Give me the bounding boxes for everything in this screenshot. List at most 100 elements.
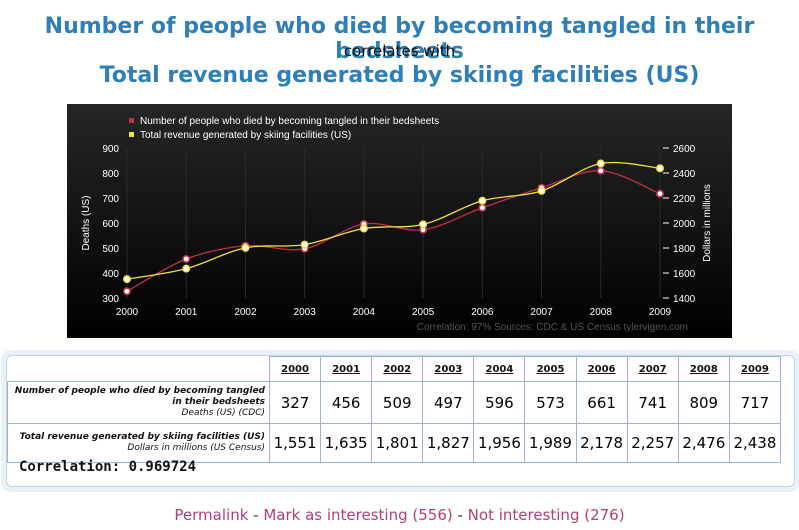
table-cell: 1,551 bbox=[268, 423, 322, 463]
not-interesting-link[interactable]: Not interesting (276) bbox=[467, 506, 625, 524]
y-right-tick-label: 1800 bbox=[673, 244, 696, 255]
table-header-row: 2000 2001 2002 2003 2004 2005 2006 2007 … bbox=[7, 356, 782, 382]
revenue-point bbox=[419, 220, 428, 229]
year-header: 2001 bbox=[320, 356, 373, 382]
x-tick-label: 2004 bbox=[353, 307, 376, 318]
y-left-tick-label: 500 bbox=[102, 244, 119, 255]
correlation-value: Correlation: 0.969724 bbox=[19, 459, 197, 475]
correlation-chart: 2000 2001 2002 2003 2004 2005 2006 2007 2008 2009… bbox=[67, 104, 732, 338]
row-label-revenue: Total revenue generated by skiing facili… bbox=[7, 423, 270, 463]
revenue-point bbox=[537, 186, 546, 195]
year-header: 2007 bbox=[626, 356, 679, 382]
table-cell: 1,989 bbox=[524, 423, 577, 463]
row-label-main: Number of people who died by becoming ta… bbox=[14, 386, 265, 407]
mark-interesting-link[interactable]: Mark as interesting (556) bbox=[263, 506, 453, 524]
chart-background bbox=[67, 104, 732, 338]
table-cell: 327 bbox=[268, 381, 322, 424]
x-tick-label: 2001 bbox=[175, 307, 198, 318]
table-cell: 1,635 bbox=[320, 423, 373, 463]
data-table-panel: 2000 2001 2002 2003 2004 2005 2006 2007 … bbox=[1, 350, 799, 492]
y-right-tick-label: 1600 bbox=[673, 269, 696, 280]
link-separator: - bbox=[248, 506, 264, 524]
table-cell: 809 bbox=[677, 381, 730, 424]
y-left-tick-label: 700 bbox=[102, 194, 119, 205]
table-cell: 573 bbox=[524, 381, 577, 424]
data-table: 2000 2001 2002 2003 2004 2005 2006 2007 … bbox=[7, 356, 782, 463]
legend-swatch-revenue bbox=[129, 132, 134, 137]
x-tick-label: 2003 bbox=[294, 307, 317, 318]
table-cell: 456 bbox=[320, 381, 373, 424]
x-tick-label: 2002 bbox=[234, 307, 257, 318]
table-cell: 2,476 bbox=[677, 423, 730, 463]
deaths-point bbox=[596, 166, 605, 175]
revenue-line bbox=[126, 161, 661, 280]
revenue-point bbox=[300, 240, 309, 249]
revenue-point bbox=[122, 275, 131, 284]
deaths-point bbox=[122, 287, 131, 296]
year-header: 2006 bbox=[575, 356, 628, 382]
y-right-tick-label: 2000 bbox=[673, 219, 696, 230]
revenue-point bbox=[596, 159, 605, 168]
y-left-tick-label: 900 bbox=[102, 144, 119, 155]
legend-swatch-deaths bbox=[129, 118, 134, 123]
revenue-point bbox=[478, 196, 487, 205]
year-header: 2003 bbox=[422, 356, 475, 382]
footer-links: Permalink - Mark as interesting (556) - … bbox=[0, 506, 799, 524]
revenue-point bbox=[182, 264, 191, 273]
x-tick-label: 2000 bbox=[116, 307, 139, 318]
year-header: 2002 bbox=[371, 356, 424, 382]
x-tick-label: 2007 bbox=[530, 307, 553, 318]
table-cell: 596 bbox=[473, 381, 526, 424]
y-right-tick-label: 1400 bbox=[673, 294, 696, 305]
deaths-point bbox=[182, 255, 191, 264]
revenue-point bbox=[359, 224, 368, 233]
table-cell: 661 bbox=[575, 381, 628, 424]
x-tick-label: 2009 bbox=[649, 307, 672, 318]
y-right-tick-label: 2200 bbox=[673, 194, 696, 205]
table-cell: 497 bbox=[422, 381, 475, 424]
primary-title: Number of people who died by becoming ta… bbox=[44, 14, 755, 64]
revenue-point bbox=[241, 243, 250, 252]
table-cell: 1,827 bbox=[422, 423, 475, 463]
y-left-tick-label: 300 bbox=[102, 294, 119, 305]
table-cell: 2,178 bbox=[575, 423, 628, 463]
y-right-tick-label: 2400 bbox=[673, 169, 696, 180]
legend-label-revenue: Total revenue generated by skiing facili… bbox=[140, 130, 351, 141]
row-label-deaths: Number of people who died by becoming ta… bbox=[7, 381, 270, 424]
year-header: 2009 bbox=[728, 356, 782, 382]
year-header: 2000 bbox=[268, 356, 322, 382]
table-cell: 1,801 bbox=[371, 423, 424, 463]
y-right-tick-label: 2600 bbox=[673, 144, 696, 155]
legend-label-deaths: Number of people who died by becoming ta… bbox=[140, 116, 439, 127]
table-cell: 717 bbox=[728, 381, 782, 424]
year-header: 2008 bbox=[677, 356, 730, 382]
y-left-tick-label: 800 bbox=[102, 169, 119, 180]
table-cell: 741 bbox=[626, 381, 679, 424]
x-tick-label: 2006 bbox=[471, 307, 494, 318]
revenue-point bbox=[655, 164, 664, 173]
table-corner bbox=[7, 356, 270, 382]
table-row-revenue: Total revenue generated by skiing facili… bbox=[7, 423, 782, 463]
year-header: 2005 bbox=[524, 356, 577, 382]
link-separator: - bbox=[452, 506, 468, 524]
permalink-link[interactable]: Permalink bbox=[174, 506, 249, 524]
row-label-main: Total revenue generated by skiing facili… bbox=[19, 432, 265, 442]
row-label-sub: Dollars in millions (US Census) bbox=[127, 443, 265, 453]
chart-footer: Correlation: 97% Sources: CDC & US Censu… bbox=[417, 322, 688, 333]
row-label-sub: Deaths (US) (CDC) bbox=[181, 408, 265, 418]
chart-svg: 2000 2001 2002 2003 2004 2005 2006 2007 2008 2009… bbox=[67, 104, 732, 338]
x-tick-label: 2005 bbox=[412, 307, 435, 318]
correlates-with-text: correlates with bbox=[343, 42, 456, 60]
deaths-point bbox=[655, 189, 664, 198]
y-right-axis-title: Dollars in millions bbox=[702, 184, 713, 262]
y-left-tick-label: 600 bbox=[102, 219, 119, 230]
table-cell: 2,438 bbox=[728, 423, 782, 463]
y-left-axis-title: Deaths (US) bbox=[81, 195, 92, 250]
table-cell: 2,257 bbox=[626, 423, 679, 463]
secondary-title: Total revenue generated by skiing facili… bbox=[99, 63, 700, 88]
table-cell: 1,956 bbox=[473, 423, 526, 463]
year-header: 2004 bbox=[473, 356, 526, 382]
table-row-deaths: Number of people who died by becoming ta… bbox=[7, 381, 782, 424]
x-tick-label: 2008 bbox=[590, 307, 613, 318]
y-left-tick-label: 400 bbox=[102, 269, 119, 280]
